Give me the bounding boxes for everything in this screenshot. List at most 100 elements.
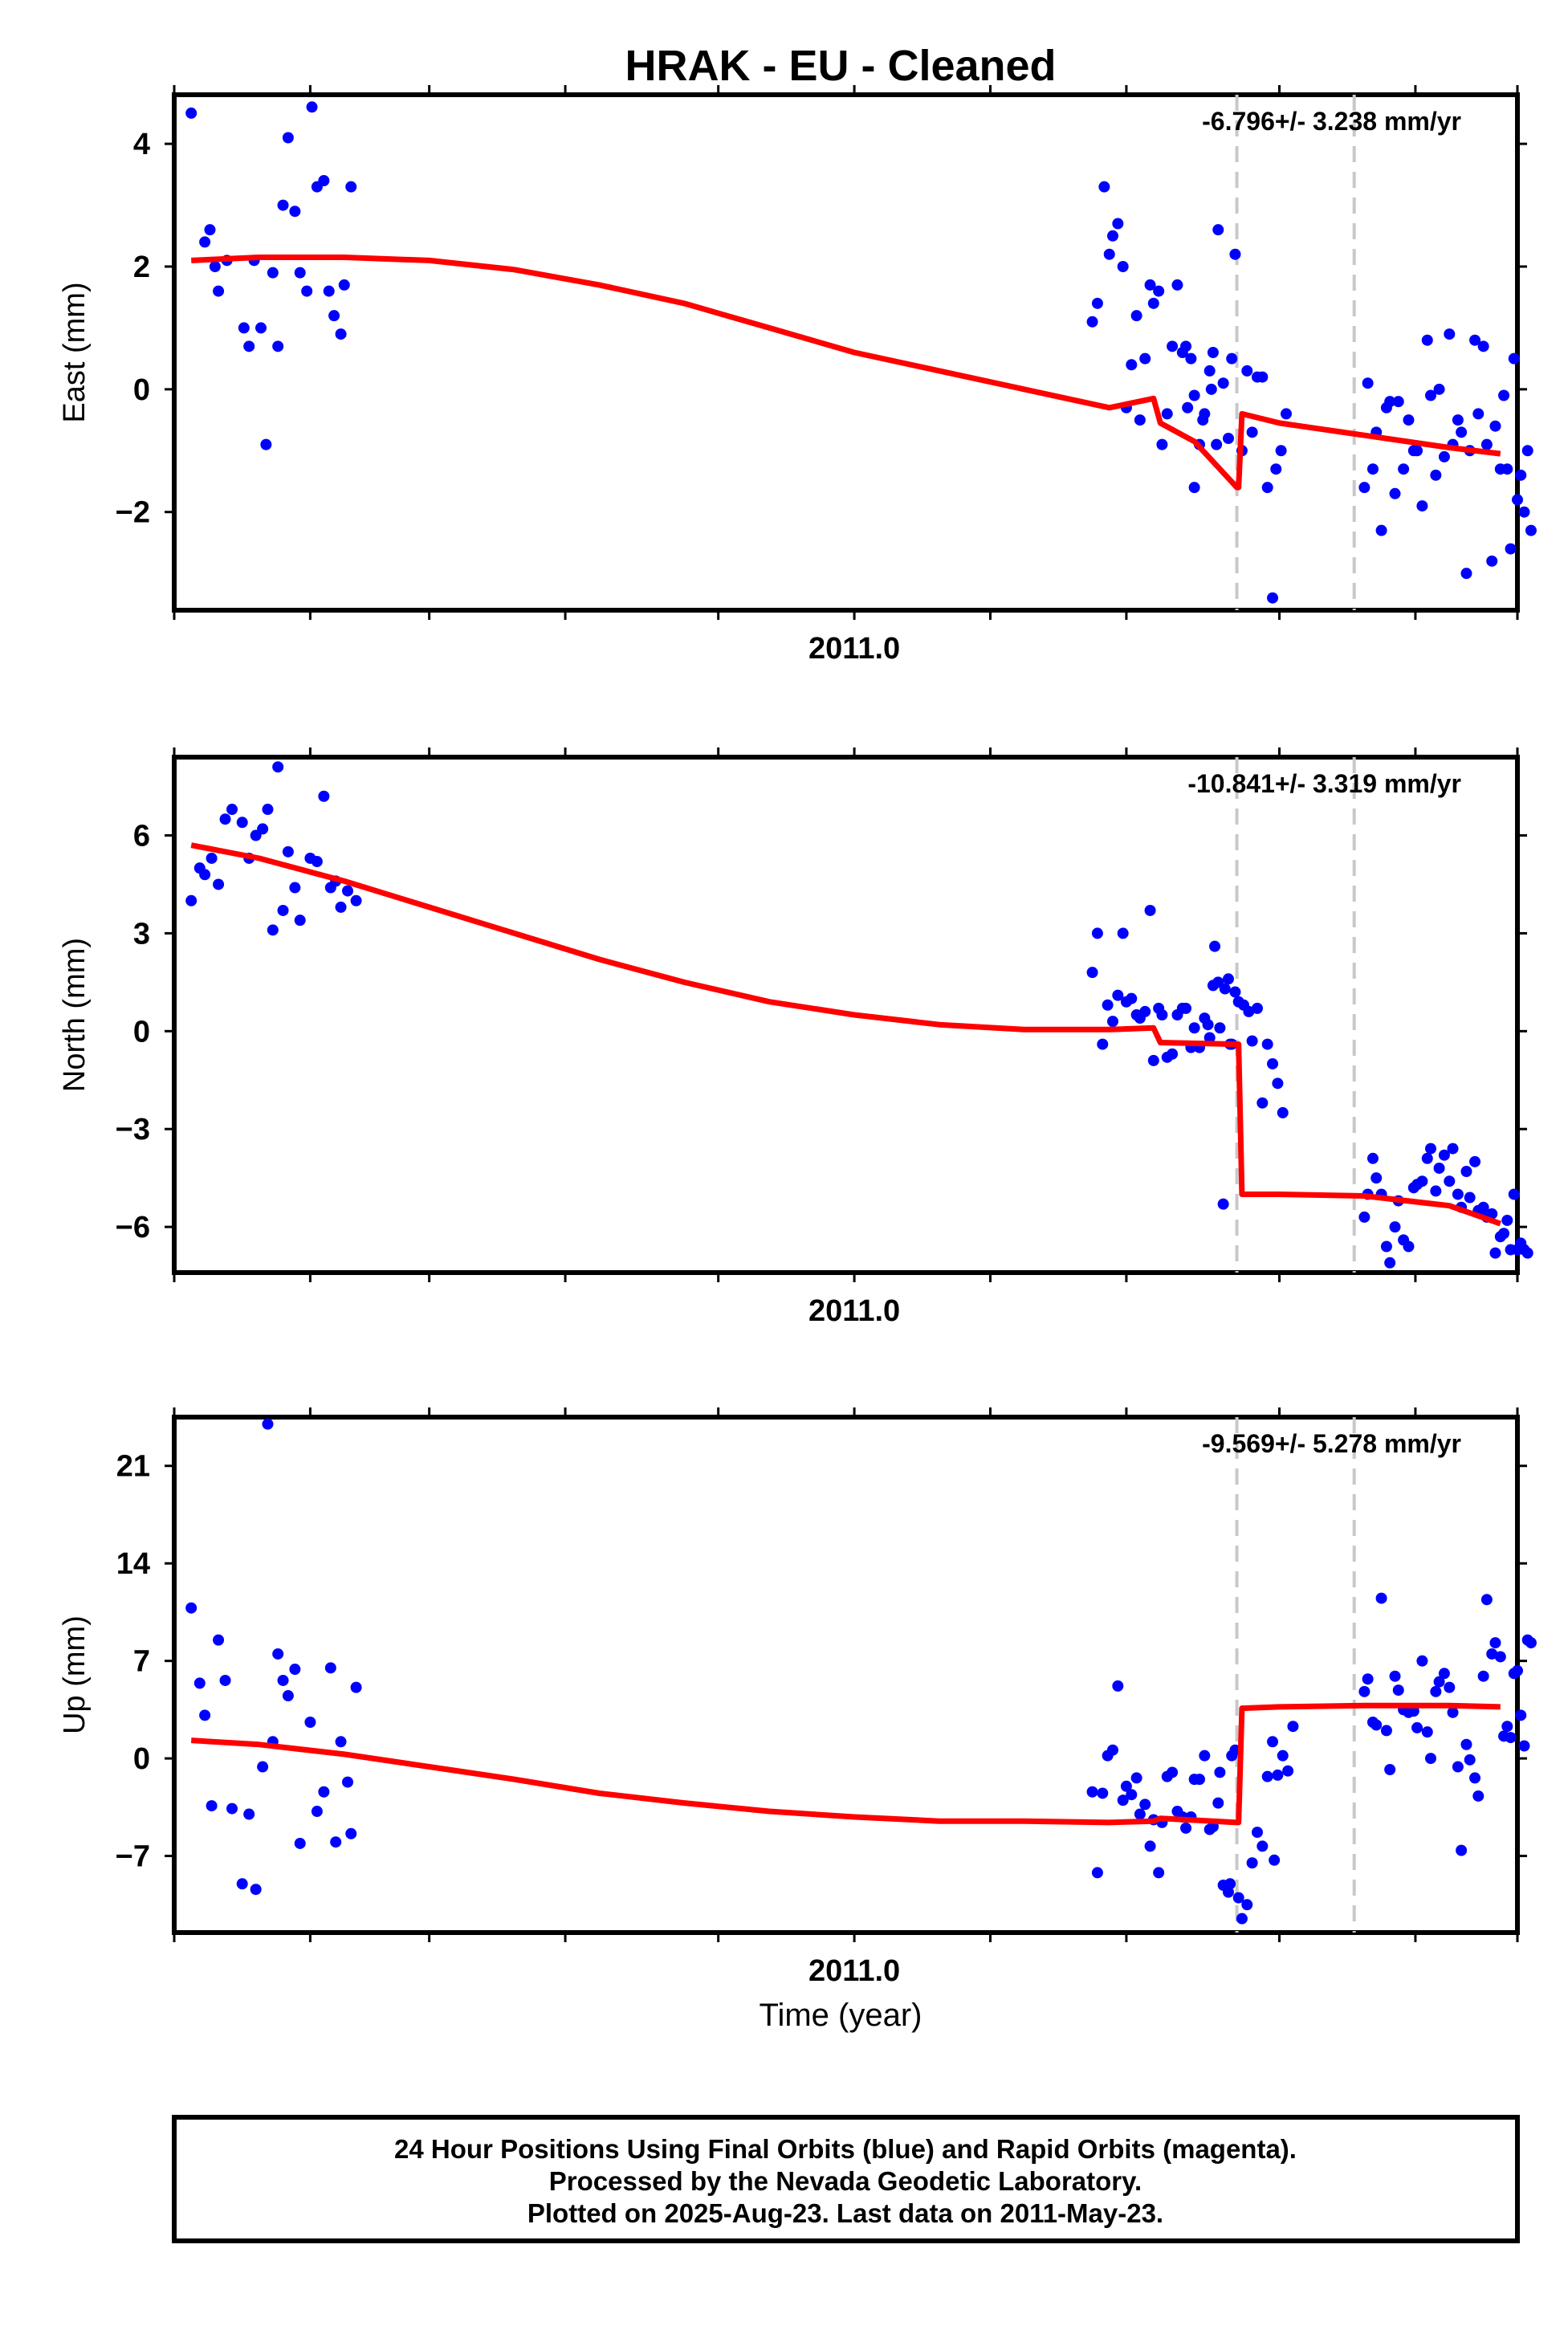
- up-data-point: [282, 1690, 294, 1702]
- up-data-point: [1460, 1738, 1472, 1750]
- north-panel: −6 −3 0 3 6 2011.0 North (mm) -10.841+/- 3.319 …: [58, 747, 1533, 1328]
- north-data-point: [1222, 973, 1234, 985]
- up-data-point: [1505, 1732, 1517, 1744]
- north-y-axis-label: North (mm): [58, 938, 92, 1092]
- east-data-point: [335, 328, 347, 340]
- north-data-point: [1272, 1077, 1284, 1090]
- east-x-tick-label: 2011.0: [808, 632, 900, 666]
- north-data-point: [1102, 999, 1114, 1011]
- north-data-point: [262, 804, 274, 816]
- up-data-point: [1494, 1651, 1506, 1663]
- east-data-point: [301, 285, 313, 297]
- north-data-point: [1477, 1201, 1489, 1213]
- up-data-point: [1464, 1754, 1476, 1766]
- north-y-tick-label: 6: [133, 820, 150, 853]
- east-data-point: [328, 310, 340, 322]
- north-data-point: [1358, 1211, 1370, 1223]
- up-data-point: [1287, 1721, 1299, 1733]
- east-data-point: [1256, 371, 1269, 383]
- east-data-point: [1501, 463, 1513, 475]
- east-data-point: [1153, 285, 1165, 297]
- east-y-tick-label: 0: [133, 373, 150, 407]
- up-data-point: [1452, 1761, 1464, 1773]
- east-data-point: [1424, 389, 1436, 401]
- up-y-axis-label: Up (mm): [58, 1615, 92, 1734]
- up-data-point: [1384, 1763, 1396, 1775]
- north-data-point: [1430, 1185, 1442, 1197]
- north-data-point: [219, 813, 231, 825]
- up-data-point: [311, 1806, 323, 1818]
- north-data-point: [1202, 1019, 1214, 1031]
- north-data-point: [1469, 1155, 1481, 1167]
- north-data-point: [335, 901, 347, 913]
- north-plot-frame: [172, 755, 1520, 1275]
- north-data-point: [1452, 1188, 1464, 1200]
- up-data-point: [1193, 1774, 1205, 1786]
- east-data-point: [1433, 383, 1445, 395]
- east-data-point: [1362, 377, 1374, 389]
- east-data-point: [294, 267, 306, 279]
- up-data-point: [1480, 1594, 1493, 1606]
- east-data-point: [1438, 450, 1450, 462]
- north-data-point: [1460, 1166, 1472, 1178]
- east-data-point: [1512, 494, 1523, 506]
- north-data-point: [257, 823, 269, 835]
- up-data-point: [1489, 1637, 1501, 1649]
- up-y-tick-label: −7: [116, 1840, 150, 1874]
- footer-box: [172, 2115, 1520, 2243]
- north-data-point: [199, 869, 211, 881]
- north-data-point: [1498, 1228, 1510, 1240]
- east-data-point: [1452, 414, 1464, 426]
- east-data-point: [1280, 408, 1292, 420]
- east-data-point: [1130, 310, 1142, 322]
- up-data-point: [1212, 1797, 1224, 1809]
- north-data-point: [1106, 1016, 1118, 1028]
- east-data-point: [1180, 340, 1192, 352]
- north-data-point: [1209, 940, 1221, 952]
- north-data-point: [1126, 992, 1138, 1004]
- east-data-point: [1147, 297, 1159, 309]
- up-data-point: [1097, 1787, 1109, 1799]
- up-data-point: [257, 1761, 269, 1773]
- east-data-point: [1117, 261, 1129, 272]
- up-data-point: [1272, 1769, 1284, 1781]
- east-data-point: [1366, 463, 1379, 475]
- north-data-point: [1261, 1038, 1273, 1050]
- north-data-point: [1521, 1247, 1533, 1259]
- north-data-point: [1447, 1143, 1459, 1155]
- up-data-point: [304, 1716, 316, 1728]
- east-data-point: [1275, 445, 1287, 457]
- x-axis-label: Time (year): [760, 1998, 922, 2033]
- north-data-point: [289, 882, 301, 894]
- up-data-point: [335, 1736, 347, 1748]
- up-data-point: [1389, 1670, 1401, 1682]
- east-data-point: [1203, 365, 1216, 377]
- east-data-point: [1375, 524, 1387, 536]
- east-data-point: [1460, 568, 1472, 580]
- up-data-point: [1091, 1867, 1103, 1879]
- north-data-point: [1112, 989, 1124, 1001]
- up-data-point: [345, 1827, 357, 1839]
- east-data-point: [1267, 592, 1279, 604]
- up-data-point: [1153, 1867, 1165, 1879]
- north-data-point: [1508, 1188, 1520, 1200]
- north-data-point: [1366, 1152, 1379, 1164]
- north-y-tick-label: −3: [116, 1113, 150, 1147]
- east-data-point: [1098, 181, 1110, 193]
- up-data-point: [1518, 1740, 1530, 1752]
- footer-line-3: Plotted on 2025-Aug-23. Last data on 201…: [527, 2198, 1163, 2228]
- east-data-point: [1139, 352, 1151, 365]
- east-data-point: [282, 132, 294, 144]
- east-data-point: [1270, 463, 1282, 475]
- up-data-point: [193, 1677, 206, 1689]
- east-data-point: [1525, 524, 1537, 536]
- east-data-point: [1161, 408, 1173, 420]
- east-data-point: [1188, 389, 1200, 401]
- north-data-point: [1416, 1175, 1428, 1187]
- up-y-tick-label: 7: [133, 1645, 150, 1679]
- east-data-point: [1515, 469, 1527, 481]
- up-data-point: [1477, 1670, 1489, 1682]
- east-data-point: [1091, 297, 1103, 309]
- north-data-point: [1438, 1149, 1450, 1161]
- east-data-point: [209, 261, 221, 272]
